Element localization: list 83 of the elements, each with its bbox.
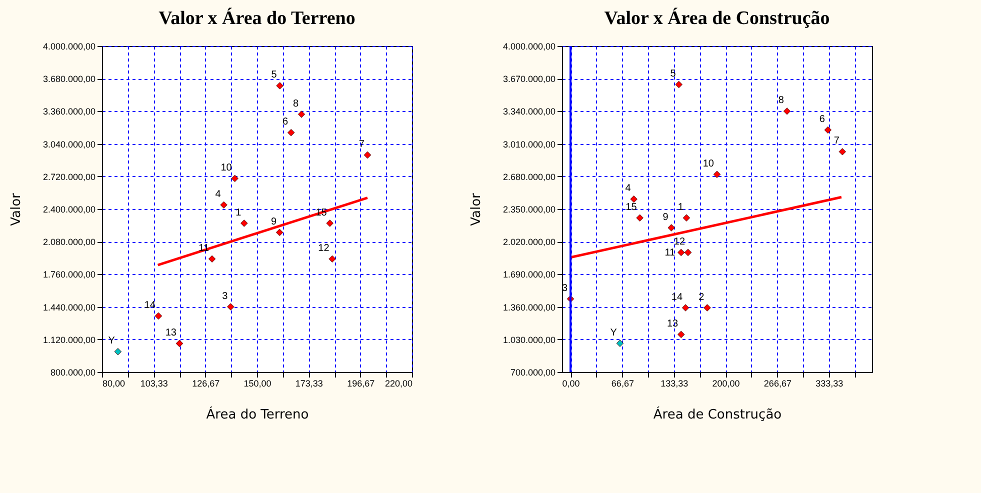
point bbox=[682, 304, 690, 312]
y-tick-label: 1.120.000,00 bbox=[42, 334, 96, 345]
x-axis-title: Área do Terreno bbox=[206, 406, 309, 422]
annotation: 1 bbox=[236, 207, 242, 218]
point bbox=[682, 214, 690, 222]
annotation: 4 bbox=[215, 188, 222, 200]
x-tick-label: 126,67 bbox=[192, 378, 220, 388]
annotation: 11 bbox=[664, 247, 676, 258]
y-tick-label: 2.020.000,00 bbox=[502, 237, 556, 248]
annotation: 13 bbox=[165, 327, 177, 338]
annotation: 2 bbox=[698, 292, 705, 303]
x-tick-label: 150,00 bbox=[244, 378, 272, 388]
point bbox=[668, 224, 675, 232]
x-tick-label: 333,33 bbox=[816, 378, 844, 388]
point bbox=[636, 214, 644, 222]
x-tick-label: 196,67 bbox=[347, 378, 375, 388]
point bbox=[783, 108, 791, 115]
annotation: 12 bbox=[674, 236, 686, 248]
y-tick-label: 2.350.000,00 bbox=[502, 204, 556, 214]
annotation: 15 bbox=[626, 202, 638, 213]
x-tick-label: 200,00 bbox=[712, 378, 740, 388]
y-tick-label: 2.680.000,00 bbox=[502, 172, 556, 182]
y-axis-title: Valor bbox=[468, 192, 484, 226]
y-tick-label: 2.720.000,00 bbox=[42, 172, 96, 182]
point bbox=[675, 80, 682, 88]
annotation: 5 bbox=[271, 70, 278, 81]
y-tick-label: 700.000,00 bbox=[510, 368, 556, 378]
chart-title: Valor x Área de Construção bbox=[604, 7, 830, 29]
annotation: 15 bbox=[316, 207, 328, 218]
x-tick-label: 173,33 bbox=[295, 378, 323, 388]
y-tick-label: 800.000,00 bbox=[50, 368, 96, 378]
x-tick-label: 133,33 bbox=[660, 378, 688, 388]
y-tick-label: 3.680.000,00 bbox=[42, 74, 96, 84]
point bbox=[713, 170, 721, 178]
point bbox=[630, 196, 638, 203]
annotation: 10 bbox=[702, 158, 714, 170]
y-tick-label: 4.000.000,00 bbox=[502, 42, 556, 52]
x-tick-label: 103,33 bbox=[140, 378, 168, 388]
point bbox=[678, 248, 685, 256]
annotation: 12 bbox=[318, 242, 330, 254]
annotation: 14 bbox=[671, 292, 683, 303]
annotation: 8 bbox=[292, 98, 299, 110]
y-axis-title: Valor bbox=[8, 192, 24, 226]
chart-title: Valor x Área do Terreno bbox=[158, 7, 356, 29]
y-tick-label: 2.400.000,00 bbox=[42, 204, 96, 214]
point bbox=[838, 148, 846, 156]
point bbox=[684, 248, 692, 256]
y-tick-label: 3.040.000,00 bbox=[42, 139, 96, 150]
point bbox=[824, 126, 832, 134]
y-tick-label: 1.440.000,00 bbox=[42, 302, 96, 312]
annotation: Y bbox=[108, 336, 116, 347]
annotation: 6 bbox=[282, 116, 289, 128]
annotation: 9 bbox=[271, 216, 278, 228]
y-tick-label: 1.030.000,00 bbox=[502, 334, 556, 345]
y-tick-label: 3.340.000,00 bbox=[502, 106, 556, 117]
annotation: 4 bbox=[625, 183, 632, 194]
y-tick-label: 4.000.000,00 bbox=[42, 42, 96, 52]
y-tick-label: 1.360.000,00 bbox=[502, 302, 556, 312]
annotation: 6 bbox=[819, 114, 826, 125]
annotation: 13 bbox=[666, 318, 679, 330]
annotation: 8 bbox=[778, 95, 784, 106]
x-tick-label: 0,00 bbox=[562, 378, 580, 388]
point bbox=[616, 340, 624, 347]
y-tick-label: 1.760.000,00 bbox=[42, 270, 96, 280]
x-tick-label: 66,67 bbox=[611, 378, 634, 388]
annotation: 9 bbox=[662, 212, 669, 223]
x-axis-title: Área de Construção bbox=[653, 406, 782, 422]
annotation: 7 bbox=[834, 136, 840, 147]
y-tick-label: 3.360.000,00 bbox=[42, 106, 96, 117]
x-tick-label: 266,67 bbox=[764, 378, 792, 388]
y-tick-label: 3.670.000,00 bbox=[502, 74, 556, 84]
x-tick-label: 80,00 bbox=[102, 378, 126, 388]
annotation: 1 bbox=[678, 202, 684, 213]
annotation: 5 bbox=[670, 68, 676, 80]
y-tick-label: 3.010.000,00 bbox=[502, 139, 556, 150]
annotation: 10 bbox=[220, 162, 232, 174]
annotation: 3 bbox=[222, 290, 228, 302]
point bbox=[704, 304, 711, 312]
y-tick-label: 2.080.000,00 bbox=[42, 237, 96, 248]
annotation: Y bbox=[610, 327, 618, 338]
x-tick-label: 220,00 bbox=[384, 378, 412, 388]
point bbox=[678, 330, 685, 338]
y-tick-label: 1.690.000,00 bbox=[502, 270, 556, 280]
